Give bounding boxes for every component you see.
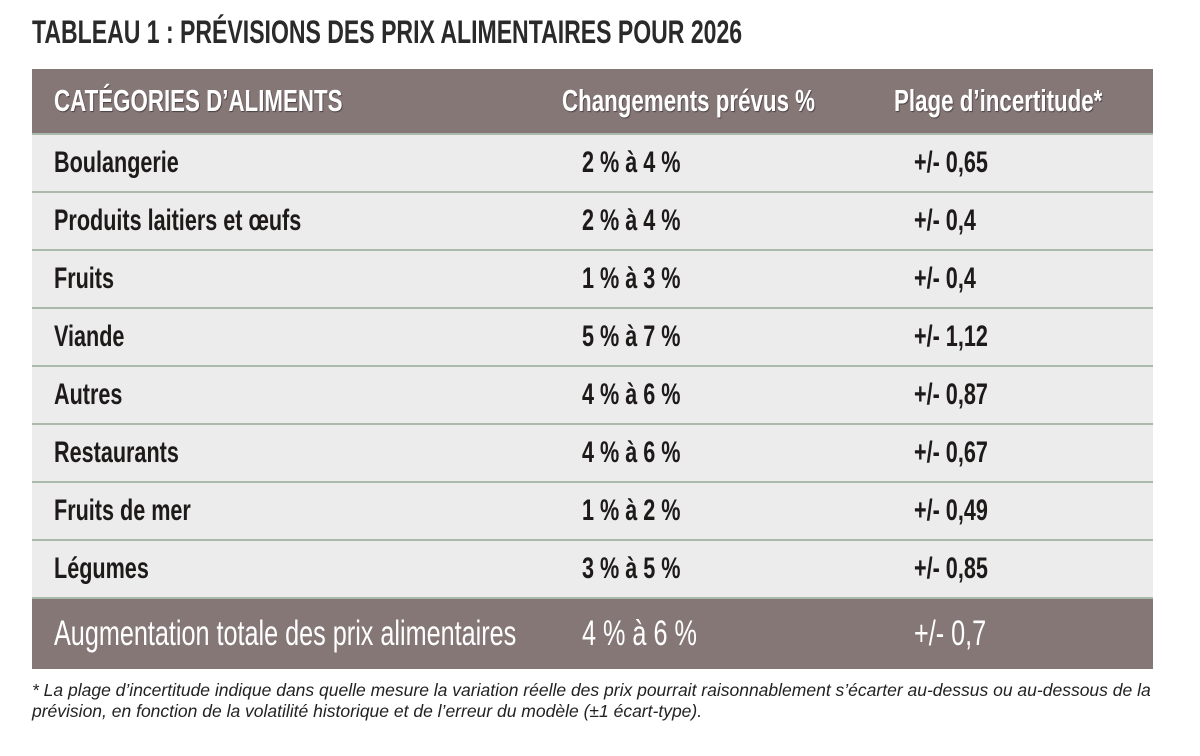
- row-change: 1 % à 2 %: [582, 494, 681, 527]
- row-category: Autres: [54, 378, 123, 411]
- table-row: Autres 4 % à 6 % +/- 0,87: [32, 367, 1153, 425]
- row-change: 4 % à 6 %: [582, 378, 681, 411]
- row-uncertainty: +/- 0,85: [914, 552, 988, 585]
- header-change: Changements prévus %: [562, 83, 816, 118]
- row-uncertainty: +/- 0,87: [914, 378, 988, 411]
- table-row: Produits laitiers et œufs 2 % à 4 % +/- 0,…: [32, 193, 1153, 251]
- price-forecast-table: CATÉGORIES D’ALIMENTS Changements prévus…: [32, 69, 1153, 669]
- row-category: Restaurants: [54, 436, 179, 469]
- row-change: 2 % à 4 %: [582, 146, 681, 179]
- table-row: Fruits 1 % à 3 % +/- 0,4: [32, 251, 1153, 309]
- row-change: 3 % à 5 %: [582, 552, 681, 585]
- table-row: Fruits de mer 1 % à 2 % +/- 0,49: [32, 483, 1153, 541]
- row-category: Boulangerie: [54, 146, 179, 179]
- header-category: CATÉGORIES D’ALIMENTS: [54, 83, 343, 118]
- row-category: Produits laitiers et œufs: [54, 204, 302, 237]
- row-category: Fruits de mer: [54, 494, 191, 527]
- table-row: Légumes 3 % à 5 % +/- 0,85: [32, 541, 1153, 599]
- row-change: 1 % à 3 %: [582, 262, 681, 295]
- total-label: Augmentation totale des prix alimentaire…: [54, 614, 517, 653]
- row-change: 5 % à 7 %: [582, 320, 681, 353]
- row-uncertainty: +/- 0,4: [914, 262, 976, 295]
- row-uncertainty: +/- 0,4: [914, 204, 976, 237]
- total-uncertainty: +/- 0,7: [914, 614, 987, 653]
- total-change: 4 % à 6 %: [582, 614, 697, 653]
- row-uncertainty: +/- 1,12: [914, 320, 988, 353]
- table-row: Boulangerie 2 % à 4 % +/- 0,65: [32, 135, 1153, 193]
- row-category: Viande: [54, 320, 125, 353]
- table-title: TABLEAU 1 : PRÉVISIONS DES PRIX ALIMENTA…: [32, 14, 743, 50]
- table-header-row: CATÉGORIES D’ALIMENTS Changements prévus…: [32, 69, 1153, 135]
- table-total-row: Augmentation totale des prix alimentaire…: [32, 599, 1153, 669]
- row-change: 2 % à 4 %: [582, 204, 681, 237]
- row-uncertainty: +/- 0,67: [914, 436, 988, 469]
- footnote: * La plage d’incertitude indique dans qu…: [32, 680, 1151, 721]
- row-category: Fruits: [54, 262, 115, 295]
- header-uncertainty: Plage d’incertitude*: [894, 83, 1103, 118]
- table-row: Restaurants 4 % à 6 % +/- 0,67: [32, 425, 1153, 483]
- row-change: 4 % à 6 %: [582, 436, 681, 469]
- table-row: Viande 5 % à 7 % +/- 1,12: [32, 309, 1153, 367]
- row-uncertainty: +/- 0,49: [914, 494, 988, 527]
- row-uncertainty: +/- 0,65: [914, 146, 988, 179]
- row-category: Légumes: [54, 552, 149, 585]
